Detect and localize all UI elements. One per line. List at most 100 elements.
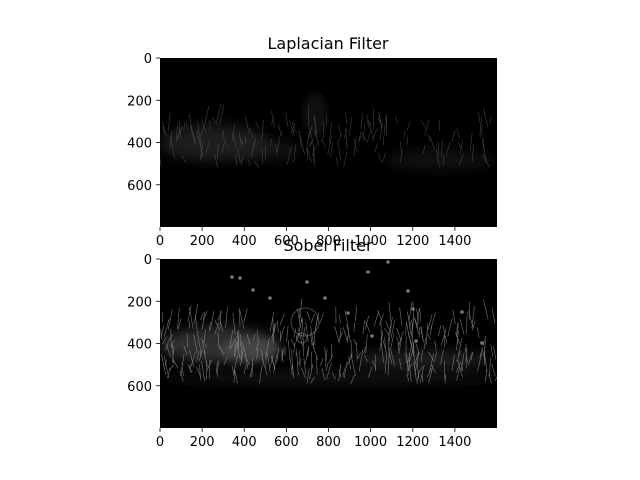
edge-stroke [411,321,413,338]
edge-stroke [434,340,437,351]
edge-stroke [313,146,315,167]
edge-stroke [271,117,275,125]
edge-stroke [307,148,312,162]
edge-stroke [181,155,187,163]
edge-stroke [239,308,241,327]
bright-speck [366,270,370,274]
edge-stroke [406,121,411,131]
edge-stroke [377,116,381,124]
edge-stroke [367,128,372,143]
edge-stroke [288,119,295,136]
edge-stroke [378,112,382,127]
edge-stroke [200,124,205,138]
edge-stroke [421,373,424,383]
edge-stroke [298,131,302,148]
edge-stroke [379,331,384,351]
edge-stroke [175,124,178,142]
edge-stroke [373,311,380,327]
edge-stroke [210,311,215,330]
edge-stroke [322,140,326,149]
edge-stroke [416,371,420,384]
edge-stroke [216,360,219,377]
edge-stroke [193,304,199,325]
edge-stroke [429,325,433,336]
edge-stroke [329,141,334,158]
edge-stroke [304,348,309,366]
edge-stroke [374,143,378,153]
edge-stroke [211,117,218,125]
edge-stroke [415,343,420,355]
edge-stroke [185,121,188,130]
edge-stroke [427,333,431,340]
edge-stroke [390,334,394,351]
edge-stroke [472,320,476,331]
edge-stroke [469,132,473,151]
edge-stroke [279,325,285,342]
edge-stroke [477,327,480,338]
edge-stroke [399,307,403,327]
x-tick-label: 200 [190,234,215,249]
edge-stroke [320,135,324,142]
edge-stroke [418,327,420,338]
edge-stroke [293,144,297,163]
edge-stroke [374,359,376,372]
x-tick-label: 400 [232,435,257,450]
edge-stroke [406,323,410,338]
edge-stroke [343,361,348,379]
edge-stroke [240,344,245,366]
edge-stroke [417,308,420,326]
edge-stroke [293,341,296,353]
edge-stroke [458,337,463,356]
edge-stroke [424,118,430,136]
edge-stroke [297,328,303,347]
edge-stroke [202,340,208,349]
edge-stroke [388,317,393,336]
edge-stroke [204,140,211,156]
edge-stroke [423,338,426,350]
edge-stroke [336,157,339,166]
edge-stroke [360,112,364,130]
edge-stroke [314,115,317,135]
edge-stroke [493,346,497,360]
edge-stroke [479,116,482,137]
edge-stroke [421,120,427,130]
edge-stroke [428,364,434,383]
x-tick-label: 600 [274,435,299,450]
edge-stroke [339,327,342,340]
edge-stroke [321,368,326,381]
edge-stroke [482,336,487,347]
edge-stroke [270,138,272,147]
edge-stroke [307,345,310,357]
edge-stroke [388,302,392,322]
edge-stroke [438,325,442,336]
edge-stroke [196,351,200,362]
edge-stroke [276,139,280,155]
edge-stroke [388,347,392,364]
edge-stroke [189,307,194,330]
edge-stroke [302,338,304,357]
y-tick-label: 200 [127,295,152,310]
edge-stroke [346,324,351,342]
edge-stroke [199,142,204,162]
y-tick-label: 200 [127,94,152,109]
edge-stroke [489,115,492,124]
edge-stroke [255,342,259,351]
edge-stroke [482,137,486,159]
edge-stroke [356,342,358,359]
edge-stroke [225,307,228,329]
edge-stroke [249,363,254,378]
edge-stroke [491,308,496,324]
edge-stroke [313,346,319,361]
bright-speck [346,311,350,315]
edge-stroke [338,369,342,378]
edge-stroke [193,132,197,146]
edge-stroke [457,322,459,345]
edge-stroke [468,310,474,329]
laplacian-axes: 0 200 400 600 800 1000 1200 1400 0 200 400 600 [127,52,471,249]
edge-stroke [310,332,313,346]
edge-stroke [444,374,446,383]
edge-stroke [277,320,279,333]
edge-stroke [193,334,198,353]
edge-stroke [201,338,206,355]
edge-stroke [405,321,407,336]
